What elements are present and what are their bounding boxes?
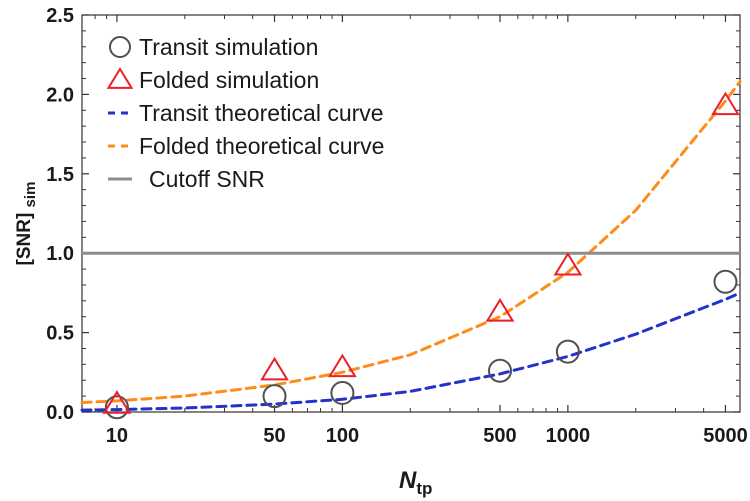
transit-sim-point — [555, 339, 580, 364]
y-axis-title: [SNR] sim — [14, 182, 39, 266]
legend-label-transit-theoretical-curve: Transit theoretical curve — [139, 100, 384, 126]
folded-sim-point — [711, 91, 740, 116]
x-tick-label: 50 — [263, 425, 285, 447]
axes: 0.0 0.5 1.0 1.5 2.0 2.5 10 50 100 500 1000 5000 — [46, 5, 748, 447]
transit-sim-point — [487, 358, 512, 383]
legend-label-cutoff-snr: Cutoff SNR — [149, 166, 265, 192]
x-axis-title-subscript: tp — [416, 479, 432, 498]
plot-frame — [81, 14, 741, 413]
x-tick-label: 10 — [106, 425, 128, 447]
transit-sim-point — [104, 395, 129, 420]
x-axis-title: Ntp — [399, 467, 432, 498]
legend-label-folded-simulation: Folded simulation — [139, 67, 319, 93]
x-tick-label: 5000 — [703, 425, 748, 447]
folded-sim-point — [102, 390, 132, 414]
legend-symbol-folded-simulation — [106, 67, 134, 89]
folded-sim-point — [485, 298, 515, 322]
legend: Transit simulation Folded simulation Trans… — [106, 34, 384, 192]
folded-sim-point — [328, 353, 357, 378]
y-tick-label: 2.0 — [46, 84, 74, 106]
y-axis-title-subscript: sim — [22, 182, 39, 208]
y-tick-label: 1.5 — [46, 164, 74, 186]
legend-label-transit-simulation: Transit simulation — [139, 34, 318, 60]
legend-label-folded-theoretical-curve: Folded theoretical curve — [139, 133, 384, 159]
y-tick-label: 1.0 — [46, 243, 74, 265]
folded-sim-point — [260, 356, 289, 381]
folded-sim-point — [553, 251, 583, 276]
data-series — [80, 80, 742, 420]
transit-sim-point — [713, 269, 738, 294]
transit-sim-point — [262, 384, 287, 409]
transit-theoretical-curve-line — [80, 291, 742, 412]
legend-symbol-transit-simulation — [109, 36, 131, 58]
x-tick-label: 500 — [483, 425, 516, 447]
x-tick-label: 100 — [326, 425, 359, 447]
x-tick-label: 1000 — [546, 425, 591, 447]
plot-area — [81, 14, 741, 413]
y-tick-label: 0.5 — [46, 323, 74, 345]
y-tick-label: 0.0 — [46, 402, 74, 424]
folded-theoretical-curve-line — [80, 80, 742, 404]
transit-sim-point — [330, 380, 355, 405]
y-tick-label: 2.5 — [46, 5, 74, 27]
